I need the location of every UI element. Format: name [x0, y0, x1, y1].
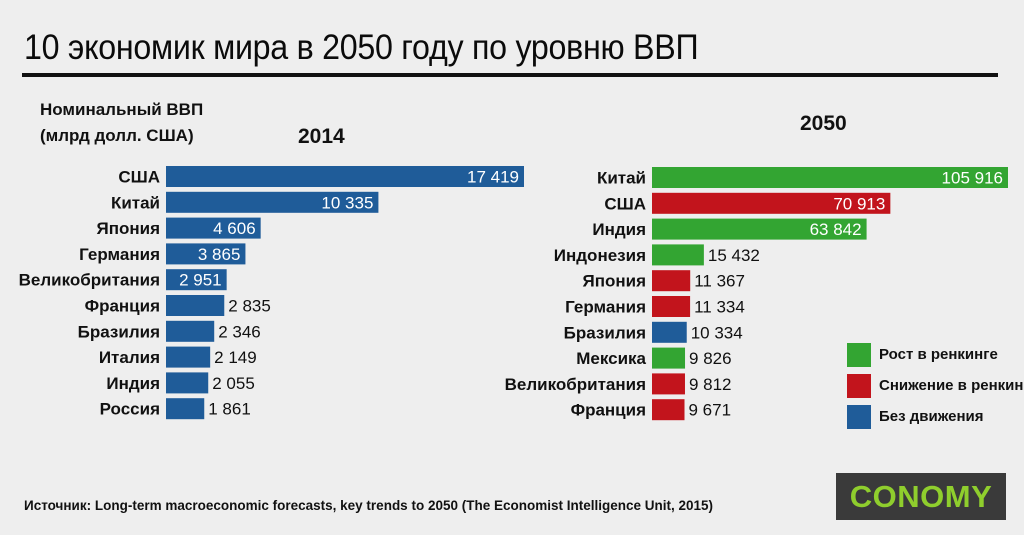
bar-2014-9 — [166, 372, 209, 394]
chart-title: 10 экономик мира в 2050 году по уровню В… — [24, 28, 699, 67]
value-label-2050-5: 11 367 — [694, 272, 745, 291]
bar-2014-1 — [166, 166, 524, 187]
category-label-2050-5: Япония — [582, 272, 646, 291]
category-label-2014-5: Великобритания — [19, 271, 160, 290]
category-label-2014-1: США — [118, 168, 160, 187]
value-label-2014-9: 2 055 — [212, 374, 255, 393]
legend-swatch-decline — [847, 373, 871, 398]
bar-2050-2 — [652, 192, 891, 214]
bar-2050-1 — [652, 167, 1008, 188]
value-label-2014-1: 17 419 — [467, 168, 519, 187]
bar-2014-7 — [166, 320, 215, 342]
value-label-2014-3: 4 606 — [213, 219, 256, 238]
category-label-2014-6: Франция — [85, 297, 160, 316]
legend-item-decline: Снижение в ренкинге — [847, 370, 1024, 401]
y-axis-label-line1: Номинальный ВВП — [40, 100, 204, 119]
value-label-2014-2: 10 335 — [321, 193, 373, 212]
bar-2050-5 — [652, 270, 691, 292]
bar-2050-4 — [652, 244, 704, 266]
source-note: Источник: Long-term macroeconomic foreca… — [24, 498, 714, 513]
panel-2050-bars: Китай 105 916 США 70 913 Индия 63 842 Индонези… — [505, 167, 1008, 421]
category-label-2014-2: Китай — [111, 193, 160, 212]
value-label-2014-10: 1 861 — [208, 400, 251, 419]
value-label-2050-10: 9 671 — [689, 401, 732, 420]
panel-title-2050: 2050 — [800, 112, 847, 135]
bar-2050-3 — [652, 218, 867, 240]
bar-2050-7 — [652, 321, 687, 343]
category-label-2050-3: Индия — [592, 220, 646, 239]
category-label-2014-3: Япония — [96, 219, 160, 238]
title-underline — [22, 73, 998, 77]
category-label-2050-8: Мексика — [576, 349, 646, 368]
value-label-2050-7: 10 334 — [691, 323, 743, 342]
legend: Рост в ренкинге Снижение в ренкинге Без … — [847, 339, 1024, 432]
panel-2014-bars: США 17 419 Китай 10 335 Япония 4 606 Германия 3… — [19, 166, 524, 420]
bar-2014-8 — [166, 346, 211, 368]
category-label-2014-10: Россия — [100, 400, 160, 419]
category-label-2014-7: Бразилия — [78, 322, 160, 341]
category-label-2014-4: Германия — [79, 245, 160, 264]
legend-label-no-change: Без движения — [879, 408, 984, 425]
panel-title-2014: 2014 — [298, 125, 345, 148]
legend-item-growth: Рост в ренкинге — [847, 339, 1024, 370]
value-label-2050-3: 63 842 — [810, 220, 862, 239]
value-label-2014-5: 2 951 — [179, 271, 222, 290]
conomy-logo: CONOMY — [836, 473, 1006, 520]
y-axis-label: Номинальный ВВП (млрд долл. США) — [40, 97, 203, 149]
value-label-2014-4: 3 865 — [198, 245, 241, 264]
legend-item-no-change: Без движения — [847, 401, 1024, 432]
category-label-2050-9: Великобритания — [505, 375, 646, 394]
legend-swatch-no-change — [847, 404, 871, 429]
bar-2014-3 — [166, 217, 261, 239]
bar-2014-5 — [166, 269, 227, 291]
category-label-2050-1: Китай — [597, 169, 646, 188]
legend-label-decline: Снижение в ренкинге — [879, 377, 1024, 394]
value-label-2050-4: 15 432 — [708, 246, 760, 265]
category-label-2014-8: Италия — [99, 348, 160, 367]
bar-2050-6 — [652, 296, 691, 317]
bar-2014-4 — [166, 243, 246, 265]
bar-2050-10 — [652, 399, 685, 421]
legend-label-growth: Рост в ренкинге — [879, 346, 998, 363]
legend-swatch-growth — [847, 342, 871, 367]
category-label-2050-4: Индонезия — [554, 246, 646, 265]
value-label-2014-6: 2 835 — [228, 297, 271, 316]
value-label-2050-9: 9 812 — [689, 375, 732, 394]
value-label-2014-7: 2 346 — [218, 322, 261, 341]
category-label-2050-7: Бразилия — [564, 323, 646, 342]
y-axis-label-line2: (млрд долл. США) — [40, 126, 194, 145]
category-label-2050-10: Франция — [571, 401, 646, 420]
value-label-2014-8: 2 149 — [214, 348, 257, 367]
bar-2014-6 — [166, 295, 225, 316]
category-label-2050-2: США — [604, 194, 646, 213]
value-label-2050-1: 105 916 — [942, 169, 1003, 188]
value-label-2050-6: 11 334 — [694, 298, 745, 317]
value-label-2050-8: 9 826 — [689, 349, 732, 368]
bar-2014-2 — [166, 191, 379, 213]
bar-2050-9 — [652, 373, 685, 395]
bar-2014-10 — [166, 398, 205, 420]
category-label-2050-6: Германия — [565, 298, 646, 317]
bar-2050-8 — [652, 347, 686, 369]
category-label-2014-9: Индия — [106, 374, 160, 393]
value-label-2050-2: 70 913 — [833, 194, 885, 213]
